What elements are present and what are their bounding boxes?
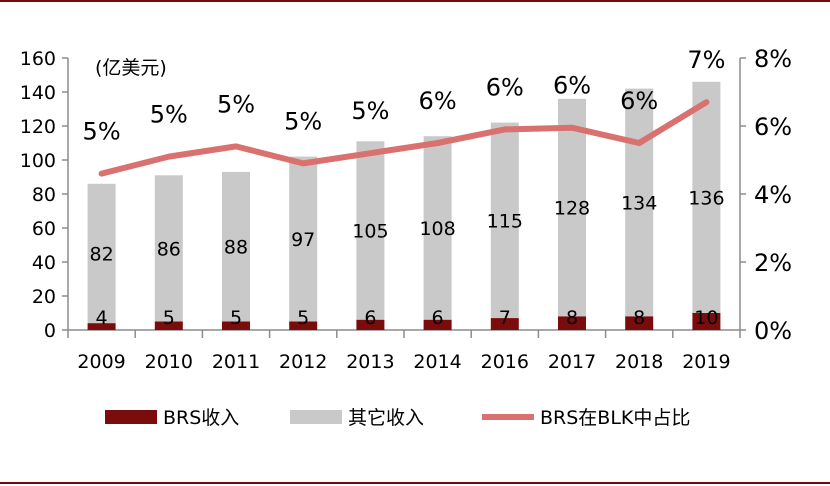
line-label-ratio: 5% xyxy=(150,101,188,129)
bar-other xyxy=(490,122,519,319)
line-ratio xyxy=(98,99,710,177)
left-tick-label: 100 xyxy=(20,150,56,172)
bar-other xyxy=(154,175,183,322)
bar-label-brs: 5 xyxy=(230,307,242,329)
bar-label-other: 136 xyxy=(688,187,724,209)
bar-other xyxy=(558,98,586,317)
bar-brs xyxy=(154,321,183,330)
x-tick-label: 2009 xyxy=(77,351,125,373)
x-tick-label: 2011 xyxy=(212,351,260,373)
bar-brs xyxy=(87,323,116,330)
x-tick-label: 2014 xyxy=(413,351,461,373)
bar-label-brs: 8 xyxy=(566,307,578,329)
bar-other xyxy=(87,183,116,324)
bar-label-other: 128 xyxy=(554,198,590,220)
right-tick-label: 2% xyxy=(754,249,792,277)
axes-layer: 0 20 40 60 80 100 120 140 160 0% 2% 4% 6% 8% 2009 2010 2… xyxy=(20,45,792,373)
bar-label-other: 82 xyxy=(90,244,114,266)
bar-brs xyxy=(222,321,250,330)
left-tick-label: 20 xyxy=(32,286,56,308)
bar-label-other: 108 xyxy=(419,218,455,240)
line-label-ratio: 5% xyxy=(217,90,255,118)
line-label-ratio: 5% xyxy=(83,118,121,146)
line-label-ratio: 6% xyxy=(620,87,658,115)
bar-other xyxy=(289,156,318,322)
x-tick-label: 2010 xyxy=(145,351,193,373)
bar-brs xyxy=(625,316,654,330)
left-tick-label: 0 xyxy=(44,320,56,342)
bar-other xyxy=(222,171,250,322)
bar-brs xyxy=(558,316,586,330)
x-tick-label: 2017 xyxy=(548,351,596,373)
bar-label-brs: 7 xyxy=(499,307,511,329)
bar-brs xyxy=(423,319,452,330)
legend-label-brs: BRS收入 xyxy=(163,407,239,429)
bar-other xyxy=(625,88,654,317)
bar-other xyxy=(356,141,385,320)
left-tick-label: 60 xyxy=(32,218,56,240)
x-tick-label: 2018 xyxy=(615,351,663,373)
bar-label-brs: 5 xyxy=(297,307,309,329)
left-tick-label: 80 xyxy=(32,184,56,206)
bar-brs xyxy=(490,318,519,330)
bars-layer xyxy=(87,81,721,330)
bar-label-other: 105 xyxy=(352,221,388,243)
left-tick-label: 160 xyxy=(20,48,56,70)
right-tick-label: 0% xyxy=(754,317,792,345)
bar-brs xyxy=(356,319,385,330)
bar-label-brs: 4 xyxy=(96,307,108,329)
bar-brs xyxy=(692,313,721,330)
left-tick-label: 40 xyxy=(32,252,56,274)
bottom-rule xyxy=(0,482,830,484)
right-tick-label: 8% xyxy=(754,45,792,73)
line-layer xyxy=(98,99,710,177)
bar-label-brs: 8 xyxy=(633,307,645,329)
legend-label-other: 其它收入 xyxy=(348,407,424,429)
line-label-ratio: 7% xyxy=(687,46,725,74)
line-label-ratio: 6% xyxy=(553,72,591,100)
bar-label-other: 97 xyxy=(291,229,315,251)
line-label-ratio: 5% xyxy=(284,107,322,135)
x-tick-label: 2016 xyxy=(481,351,529,373)
x-tick-label: 2019 xyxy=(682,351,730,373)
right-tick-label: 4% xyxy=(754,181,792,209)
x-tick-label: 2013 xyxy=(346,351,394,373)
bar-label-other: 86 xyxy=(157,238,181,260)
legend: BRS收入 其它收入 BRS在BLK中占比 xyxy=(105,407,690,429)
bar-label-other: 88 xyxy=(224,237,248,259)
bar-label-brs: 6 xyxy=(364,307,376,329)
bar-other xyxy=(692,81,721,313)
left-tick-label: 120 xyxy=(20,116,56,138)
bar-brs xyxy=(289,321,318,330)
bar-label-other: 134 xyxy=(621,193,657,215)
top-rule xyxy=(0,0,830,2)
unit-label: (亿美元) xyxy=(95,57,167,79)
bar-label-brs: 10 xyxy=(694,307,718,329)
labels-layer: 4 82 5 86 5 88 5 97 6 105 6 108 7 115 8 128 8 134 10 136 5% 5… xyxy=(83,46,726,329)
legend-swatch-other xyxy=(290,410,342,424)
left-tick-label: 140 xyxy=(20,82,56,104)
bar-other xyxy=(423,136,452,320)
bar-label-other: 115 xyxy=(487,210,523,232)
line-label-ratio: 6% xyxy=(419,87,457,115)
bar-label-brs: 6 xyxy=(432,307,444,329)
bar-label-brs: 5 xyxy=(163,307,175,329)
legend-swatch-brs xyxy=(105,410,157,424)
right-tick-label: 6% xyxy=(754,113,792,141)
line-label-ratio: 6% xyxy=(486,73,524,101)
x-tick-label: 2012 xyxy=(279,351,327,373)
legend-label-ratio: BRS在BLK中占比 xyxy=(540,407,690,429)
line-label-ratio: 5% xyxy=(351,97,389,125)
